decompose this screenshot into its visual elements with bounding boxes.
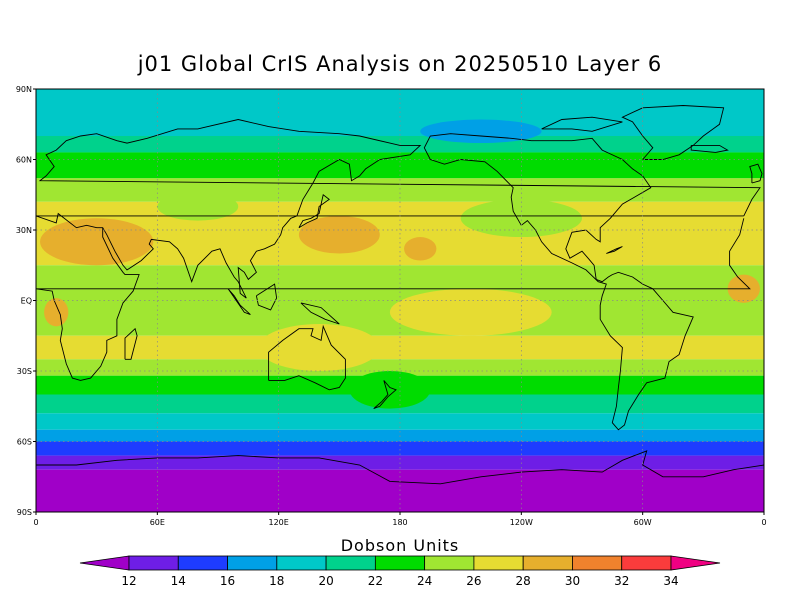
ozone-band-8	[36, 359, 764, 376]
colorbar-swatch	[276, 555, 327, 571]
y-tick-label: 30S	[17, 367, 32, 376]
colorbar-swatch	[374, 555, 426, 571]
ozone-patch-7	[460, 199, 582, 238]
ozone-patch-8	[157, 192, 239, 221]
x-tick-label: 60E	[150, 518, 165, 527]
ozone-band-13	[36, 441, 764, 456]
ozone-patch-10	[420, 119, 542, 144]
coastline-5	[255, 283, 278, 311]
colorbar-tick-label: 34	[663, 574, 678, 588]
x-tick-label: 180	[392, 518, 407, 527]
coastline-10	[621, 105, 725, 160]
x-tick-label: 120E	[269, 518, 289, 527]
x-tick-label: 0	[33, 518, 38, 527]
ozone-band-11	[36, 413, 764, 430]
colorbar: 12 14 16 18 20 22 24 26 28 30 32 34	[79, 555, 721, 588]
ozone-patch-5	[258, 324, 380, 371]
coastline-3	[268, 324, 346, 391]
y-tick-label: 90S	[17, 508, 32, 517]
y-tick-label: 60S	[17, 438, 32, 447]
coastline-4	[227, 288, 251, 316]
colorbar-tick-label: 30	[565, 574, 580, 588]
ozone-patch-6	[389, 288, 552, 336]
coastline-13	[749, 163, 763, 184]
ozone-patch-1	[298, 215, 380, 254]
colorbar-tick-label: 28	[516, 574, 531, 588]
colorbar-tick-label: 16	[220, 574, 235, 588]
coastline-12	[36, 450, 764, 485]
colorbar-swatch	[424, 555, 475, 571]
y-tick-label: 90N	[16, 85, 32, 94]
coastlines	[36, 105, 764, 485]
coastline-15	[606, 246, 623, 254]
coastline-11	[541, 116, 623, 132]
colorbar-swatch	[473, 555, 524, 571]
colorbar-tick-label: 14	[171, 574, 186, 588]
colorbar-swatch	[325, 555, 376, 571]
colorbar-swatch	[177, 555, 228, 571]
coastline-6	[300, 302, 340, 325]
graticule-grid	[36, 89, 764, 512]
y-tick-label: 30N	[16, 226, 32, 235]
coastline-8	[373, 380, 397, 410]
colorbar-tick-label: 18	[269, 574, 284, 588]
coastline-9	[423, 133, 694, 431]
axis-ticks: 0 60E 120E 180 120W 60W 0 90N 60N 30N EQ 30S 60S 90S	[16, 85, 767, 527]
ozone-patch-0	[40, 218, 154, 266]
colorbar-tick-label: 22	[368, 574, 383, 588]
colorbar-swatch	[227, 555, 278, 571]
colorbar-title: Dobson Units	[340, 536, 460, 555]
ozone-patch-2	[404, 237, 437, 261]
x-tick-label: 60W	[634, 518, 652, 527]
ozone-band-0	[36, 89, 764, 113]
colorbar-low-arrow	[79, 555, 130, 571]
colorbar-tick-label: 12	[121, 574, 136, 588]
colorbar-tick-label: 24	[417, 574, 432, 588]
y-tick-label: EQ	[21, 297, 32, 306]
colorbar-tick-label: 20	[318, 574, 333, 588]
coastline-1	[36, 218, 751, 381]
coastline-0	[36, 119, 761, 299]
colorbar-tick-label: 32	[614, 574, 629, 588]
y-tick-label: 60N	[16, 156, 32, 165]
ozone-patch-4	[44, 298, 69, 327]
colorbar-swatch	[572, 555, 623, 571]
map-title: j01 Global CrIS Analysis on 20250510 Lay…	[137, 52, 663, 76]
colorbar-swatch	[128, 555, 179, 571]
coastline-14	[690, 144, 729, 153]
ozone-band-7	[36, 335, 764, 360]
coastline-7	[298, 194, 330, 229]
colorbar-tick-label: 26	[466, 574, 481, 588]
x-tick-label: 120W	[510, 518, 533, 527]
x-tick-label: 0	[761, 518, 766, 527]
colorbar-high-arrow	[670, 555, 721, 571]
ozone-patch-9	[349, 371, 431, 409]
coastline-2	[124, 327, 138, 360]
colorbar-swatch	[522, 555, 573, 571]
colorbar-swatch	[621, 555, 672, 571]
